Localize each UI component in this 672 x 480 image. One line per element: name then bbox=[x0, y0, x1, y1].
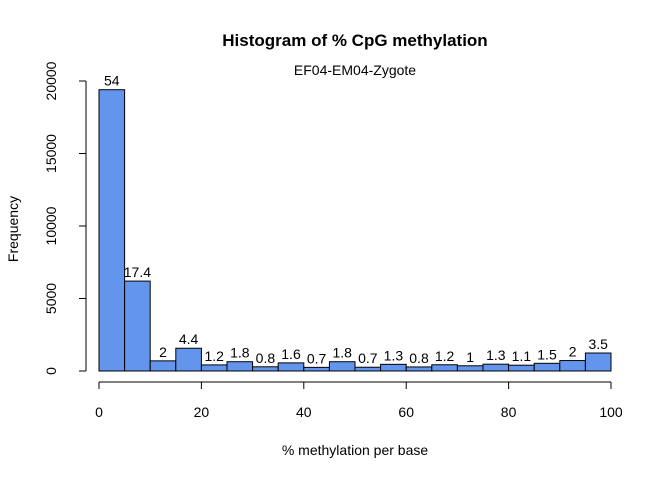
x-tick-label: 0 bbox=[95, 404, 103, 420]
histogram-bar bbox=[226, 361, 254, 372]
histogram-bar bbox=[200, 364, 228, 372]
y-tick-label: 10000 bbox=[43, 206, 59, 245]
y-tick-label: 5000 bbox=[43, 283, 59, 314]
bar-data-label: 1.2 bbox=[204, 348, 224, 364]
histogram-bar bbox=[252, 366, 279, 372]
histogram-bar bbox=[533, 362, 561, 372]
bar-data-label: 1.1 bbox=[512, 348, 532, 364]
y-axis: 0 5000 10000 15000 20000 bbox=[43, 61, 87, 375]
bar-data-label: 3.5 bbox=[588, 336, 608, 352]
histogram-bar bbox=[328, 361, 356, 372]
histogram-bar bbox=[277, 362, 305, 372]
data-labels-group: 54 17.4 2 4.4 1.2 1.8 0.8 1.6 0.7 1.8 0.7 1.3 0.8 1.2… bbox=[104, 73, 608, 367]
chart-subtitle: EF04-EM04-Zygote bbox=[294, 62, 416, 78]
x-axis-label: % methylation per base bbox=[282, 442, 429, 458]
y-tick-label: 20000 bbox=[43, 61, 59, 100]
bar-data-label: 1.8 bbox=[332, 345, 352, 361]
bars-group bbox=[98, 89, 612, 372]
histogram-bar bbox=[303, 366, 330, 372]
y-tick-label: 0 bbox=[43, 367, 59, 375]
x-tick-label: 60 bbox=[398, 404, 414, 420]
histogram-bar bbox=[98, 89, 126, 372]
bar-data-label: 1 bbox=[466, 349, 474, 365]
histogram-bar bbox=[456, 365, 484, 372]
x-tick-label: 40 bbox=[296, 404, 312, 420]
histogram-bar bbox=[508, 364, 535, 372]
histogram-bar bbox=[431, 364, 458, 372]
bar-data-label: 2 bbox=[159, 344, 167, 360]
y-axis-label: Frequency bbox=[5, 196, 21, 262]
x-tick-label: 100 bbox=[599, 404, 623, 420]
bar-data-label: 1.2 bbox=[435, 348, 455, 364]
histogram-bar bbox=[124, 280, 151, 372]
histogram-bar bbox=[380, 363, 407, 372]
histogram-bar bbox=[584, 352, 612, 372]
bar-data-label: 54 bbox=[104, 73, 120, 89]
x-tick-label: 80 bbox=[501, 404, 517, 420]
chart-title: Histogram of % CpG methylation bbox=[222, 31, 487, 50]
histogram-bar bbox=[482, 363, 510, 372]
histogram-bar bbox=[405, 366, 433, 372]
bar-data-label: 1.8 bbox=[230, 345, 250, 361]
bar-data-label: 4.4 bbox=[179, 331, 199, 347]
bar-data-label: 2 bbox=[569, 344, 577, 360]
bar-data-label: 1.5 bbox=[537, 346, 557, 362]
histogram-bar bbox=[149, 360, 177, 372]
bar-data-label: 1.3 bbox=[384, 347, 404, 363]
bar-data-label: 1.3 bbox=[486, 347, 506, 363]
histogram-bar bbox=[559, 360, 586, 372]
x-axis: 0 20 40 60 80 100 bbox=[95, 381, 623, 420]
y-tick-label: 15000 bbox=[43, 134, 59, 173]
histogram-bar bbox=[175, 347, 202, 372]
bar-data-label: 0.8 bbox=[409, 350, 429, 366]
bar-data-label: 1.6 bbox=[281, 346, 301, 362]
x-tick-label: 20 bbox=[194, 404, 210, 420]
bar-data-label: 0.7 bbox=[358, 350, 378, 366]
histogram-bar bbox=[354, 366, 382, 372]
bar-data-label: 0.7 bbox=[307, 350, 327, 366]
bar-data-label: 17.4 bbox=[124, 264, 151, 280]
bar-data-label: 0.8 bbox=[256, 350, 276, 366]
